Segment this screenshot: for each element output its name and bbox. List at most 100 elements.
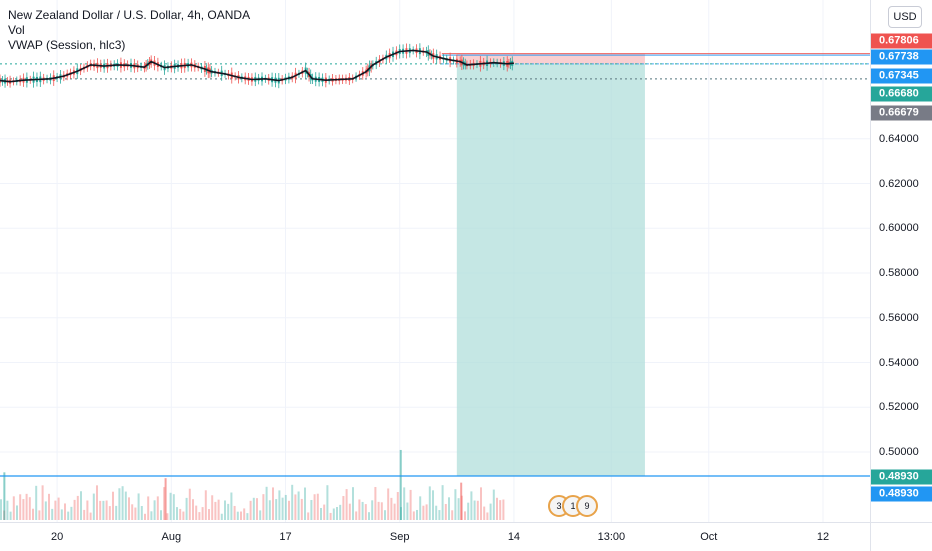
event-badge[interactable]: 9 [576, 495, 598, 517]
volume-bar [492, 489, 495, 520]
volume-bar [416, 509, 418, 520]
volume-bar [179, 508, 182, 520]
volume-bar [390, 497, 393, 520]
price-tick-label: 0.50000 [879, 446, 919, 459]
volume-bar [134, 507, 137, 520]
volume-bar [252, 497, 255, 520]
volume-bar [275, 499, 278, 520]
volume-bar [339, 504, 342, 520]
volume-bar [137, 493, 140, 520]
volume-bar [28, 497, 31, 520]
volume-bar [284, 494, 287, 520]
volume-bar [464, 511, 466, 520]
volume-bar [121, 486, 124, 520]
volume-bar [233, 505, 236, 520]
volume-bar [444, 503, 447, 520]
volume-bar [32, 508, 34, 520]
price-tick-label: 0.56000 [879, 311, 919, 324]
volume-bar [256, 498, 258, 520]
volume-bar [22, 499, 25, 520]
vwap-line [0, 49, 514, 83]
volume-bar [352, 487, 354, 520]
volume-bar [438, 510, 441, 520]
volume-bar [76, 495, 79, 520]
volume-bar [361, 501, 364, 520]
volume-bar [364, 504, 367, 520]
volume-bar [336, 507, 338, 520]
volume-bar [86, 500, 89, 520]
volume-bar [0, 499, 2, 520]
volume-bar [396, 492, 399, 520]
volume-bar [502, 499, 505, 520]
volume-bar [323, 504, 326, 520]
time-tick-label: 12 [816, 531, 830, 543]
time-tick-label: 13:00 [597, 531, 626, 543]
time-tick-label: Sep [389, 531, 410, 543]
volume-bar [281, 497, 284, 520]
volume-bar [25, 493, 28, 520]
chart-legend: New Zealand Dollar / U.S. Dollar, 4h, OA… [8, 8, 250, 53]
price-tick-label: 0.58000 [879, 267, 919, 280]
volume-bar [214, 501, 217, 520]
volume-bar [268, 500, 271, 520]
volume-bar [124, 491, 127, 520]
volume-bar [92, 493, 95, 520]
volume-bar [422, 505, 425, 520]
volume-bar [150, 511, 153, 520]
time-axis[interactable]: 20 Aug 17 Sep 14 13:00 Oct 12 [0, 522, 870, 551]
volume-bar [272, 487, 274, 520]
volume-bar [483, 506, 486, 520]
symbol-title[interactable]: New Zealand Dollar / U.S. Dollar, 4h, OA… [8, 8, 251, 22]
volume-bar [208, 509, 210, 520]
volume-bar [198, 512, 201, 520]
chart-canvas[interactable] [0, 0, 870, 522]
volume-bar [368, 512, 370, 520]
volume-bar [345, 489, 348, 520]
volume-bar [169, 492, 172, 520]
volume-bar [380, 502, 383, 520]
volume-bar [374, 486, 377, 520]
time-tick-label: 20 [50, 531, 64, 543]
price-tick-label: 0.54000 [879, 356, 919, 369]
volume-bar [243, 508, 246, 520]
volume-bar [60, 509, 63, 520]
volume-bar [230, 492, 233, 520]
volume-bar [201, 507, 204, 520]
price-badge-5: 0.48930 [871, 469, 932, 485]
volume-bar [185, 497, 188, 520]
volume-bar [489, 503, 492, 520]
volume-bar [304, 487, 306, 520]
volume-bar [220, 513, 223, 520]
volume-bar [409, 489, 412, 520]
volume-bar [128, 497, 130, 520]
volume-bar [262, 494, 265, 520]
volume-bar [48, 493, 50, 520]
indicator-vwap-label[interactable]: VWAP (Session, hlc3) [8, 38, 126, 52]
volume-bar [467, 502, 470, 520]
volume-bar [131, 504, 134, 520]
currency-button[interactable]: USD [888, 6, 922, 28]
volume-bar [278, 490, 281, 520]
price-badge-4: 0.66679 [871, 105, 932, 121]
volume-bar [227, 503, 230, 520]
volume-bar [176, 507, 178, 520]
volume-bar [19, 494, 22, 520]
volume-bar [89, 512, 92, 520]
price-tick-label: 0.52000 [879, 401, 919, 414]
volume-bar [182, 511, 185, 520]
volume-bar [144, 513, 146, 520]
time-tick-label: Oct [700, 531, 718, 543]
volume-bar [195, 505, 198, 520]
indicator-volume-label[interactable]: Vol [8, 23, 25, 37]
volume-bar [355, 511, 358, 520]
volume-bar [6, 500, 9, 520]
time-tick-label: 14 [507, 531, 521, 543]
volume-bar [316, 493, 319, 520]
volume-bar [307, 512, 310, 520]
volume-bar [147, 496, 150, 520]
stop-loss-zone [456, 53, 645, 64]
volume-bar [348, 503, 351, 520]
price-tick-label: 0.64000 [879, 132, 919, 145]
volume-bar [172, 494, 175, 520]
volume-bar [38, 510, 41, 520]
